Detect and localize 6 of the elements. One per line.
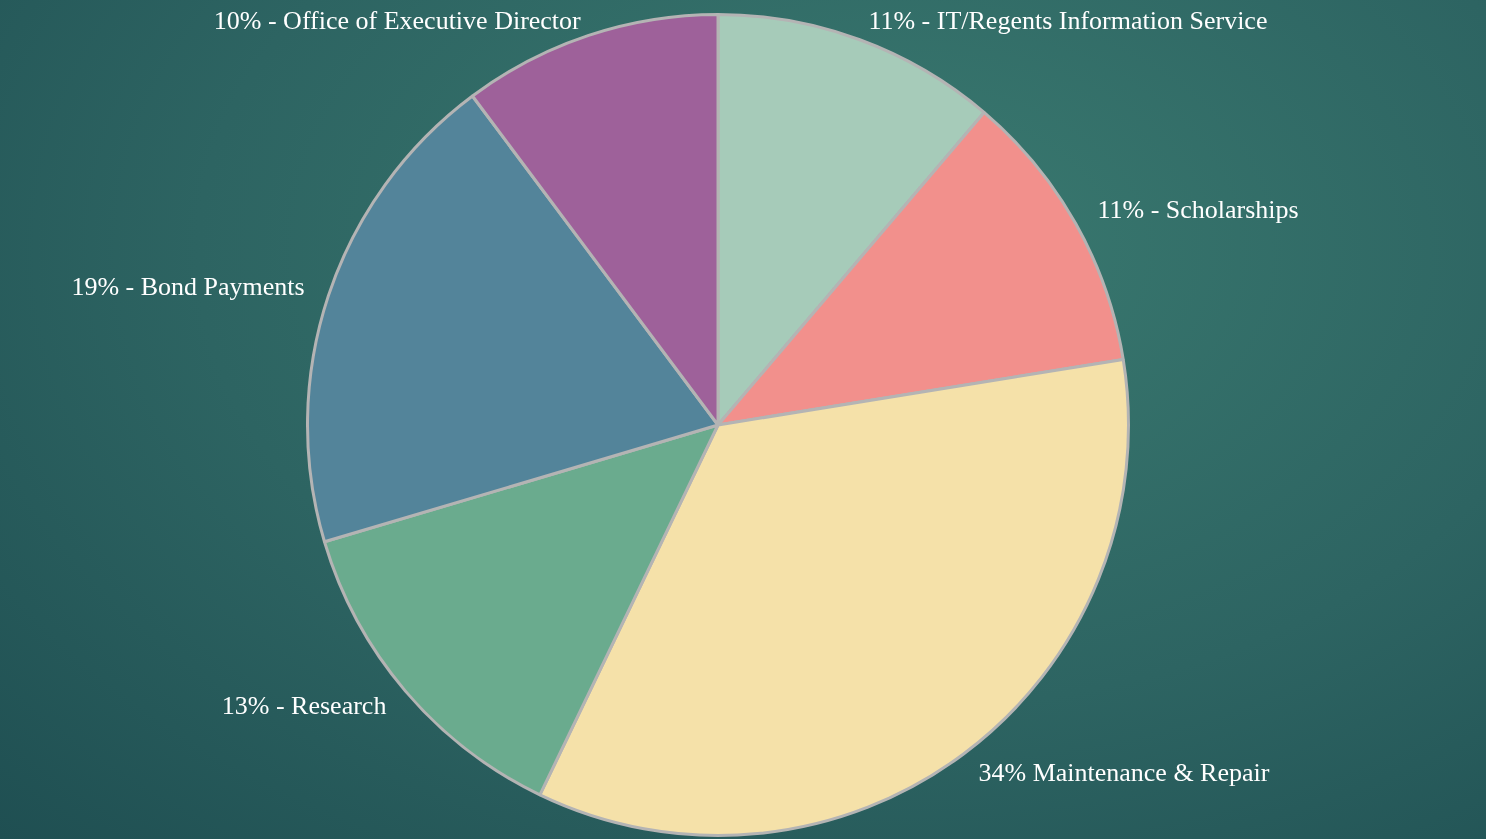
slice-label: 10% - Office of Executive Director (213, 5, 582, 35)
slice-label: 11% - IT/Regents Information Service (868, 5, 1268, 35)
slice-label: 11% - Scholarships (1097, 195, 1299, 225)
slice-label: 13% - Research (221, 691, 387, 721)
slice-label: 34% Maintenance & Repair (978, 757, 1270, 787)
slice-label: 19% - Bond Payments (71, 271, 305, 301)
